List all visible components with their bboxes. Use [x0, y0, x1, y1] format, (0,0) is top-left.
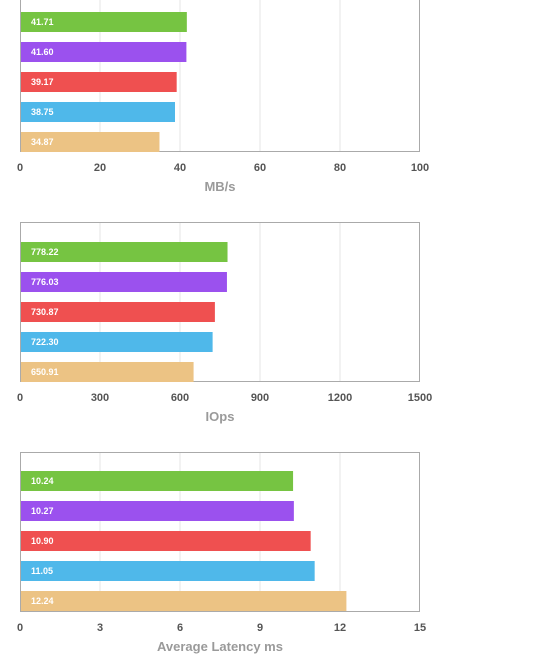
- tick-label: 3: [97, 622, 103, 634]
- chart-3: 10.24 10.27 10.90 11.05 12.24 0 3 6 9 12 15 Average…: [17, 452, 426, 654]
- bar: [21, 591, 347, 611]
- bar: [21, 531, 311, 551]
- bar: [21, 272, 227, 292]
- bar: [21, 471, 294, 491]
- tick-label: 15: [414, 622, 426, 634]
- data-label: 10.27: [31, 506, 54, 516]
- bar: [21, 362, 194, 382]
- tick-label: 1200: [328, 392, 352, 404]
- data-label: 10.24: [31, 476, 54, 486]
- chart-2: 778.22 776.03 730.87 722.30 650.91 0 300 600 900…: [17, 222, 432, 424]
- x-axis-label: Average Latency ms: [157, 639, 283, 654]
- tick-label: 100: [411, 162, 429, 174]
- tick-label: 600: [171, 392, 189, 404]
- plot-frame: [20, 222, 420, 382]
- bar: [21, 72, 177, 92]
- bar: [21, 501, 294, 521]
- tick-label: 20: [94, 162, 106, 174]
- tick-label: 80: [334, 162, 346, 174]
- tick-label: 6: [177, 622, 183, 634]
- plot-frame: [20, 0, 420, 152]
- data-label: 39.17: [31, 77, 54, 87]
- data-label: 776.03: [31, 277, 59, 287]
- data-label: 34.87: [31, 137, 54, 147]
- tick-label: 0: [17, 622, 23, 634]
- plot-frame: [20, 452, 420, 612]
- tick-label: 0: [17, 162, 23, 174]
- data-label: 41.60: [31, 47, 54, 57]
- chart-1: 41.71 41.60 39.17 38.75 34.87 0 20 40 60 80 100 MB/…: [17, 0, 429, 194]
- data-label: 730.87: [31, 307, 59, 317]
- data-label: 38.75: [31, 107, 54, 117]
- tick-label: 1500: [408, 392, 432, 404]
- data-label: 650.91: [31, 367, 59, 377]
- tick-label: 40: [174, 162, 186, 174]
- bar: [21, 102, 175, 122]
- bar: [21, 132, 160, 152]
- tick-label: 0: [17, 392, 23, 404]
- tick-label: 60: [254, 162, 266, 174]
- x-axis-label: IOps: [206, 409, 235, 424]
- bar: [21, 302, 215, 322]
- bar: [21, 332, 213, 352]
- tick-label: 12: [334, 622, 346, 634]
- data-label: 11.05: [31, 566, 53, 576]
- x-axis-label: MB/s: [204, 179, 235, 194]
- bar: [21, 42, 187, 62]
- data-label: 10.90: [31, 536, 54, 546]
- tick-label: 300: [91, 392, 109, 404]
- tick-label: 9: [257, 622, 263, 634]
- tick-label: 900: [251, 392, 269, 404]
- bar: [21, 12, 187, 32]
- data-label: 12.24: [31, 596, 54, 606]
- data-label: 778.22: [31, 247, 59, 257]
- bar: [21, 242, 228, 262]
- data-label: 722.30: [31, 337, 59, 347]
- bar: [21, 561, 315, 581]
- data-label: 41.71: [31, 17, 54, 27]
